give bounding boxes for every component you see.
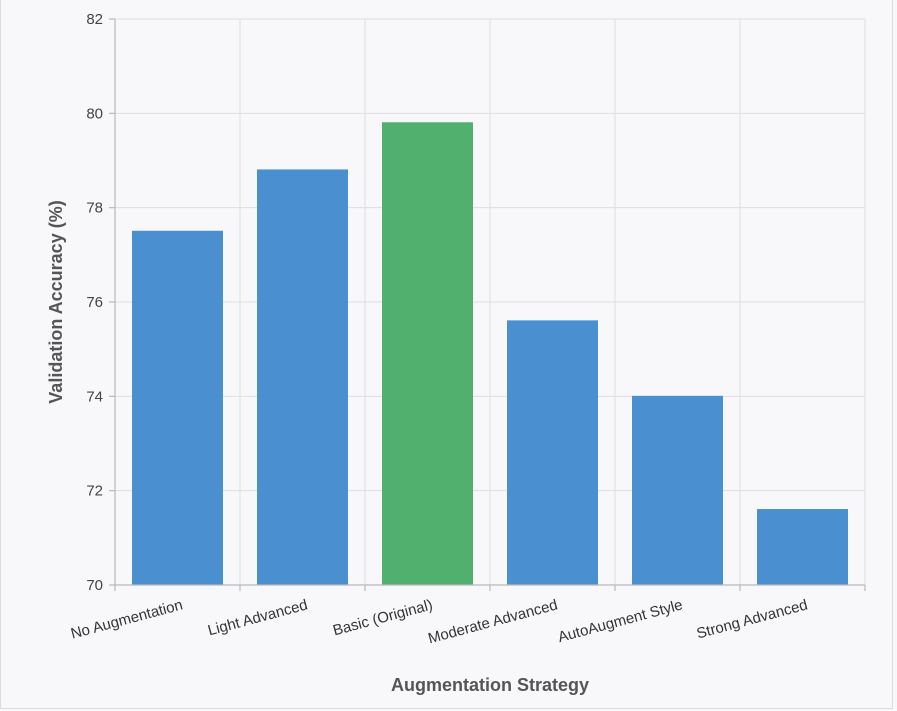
x-tick-label: Light Advanced bbox=[206, 596, 309, 639]
x-tick-label: AutoAugment Style bbox=[556, 596, 684, 646]
bar-moderate-advanced[interactable] bbox=[507, 320, 598, 586]
y-tick-label: 76 bbox=[86, 294, 103, 311]
x-tick-label: No Augmentation bbox=[69, 596, 185, 642]
bar-autoaugment-style[interactable] bbox=[632, 395, 723, 586]
y-tick-label: 70 bbox=[86, 577, 103, 594]
bars bbox=[132, 122, 848, 586]
y-tick-label: 80 bbox=[86, 105, 103, 122]
y-tick-labels: 70 72 74 76 78 80 82 bbox=[86, 11, 103, 594]
y-tick-label: 78 bbox=[86, 200, 103, 217]
bar-basic-original[interactable] bbox=[382, 122, 473, 586]
x-tick-label: Moderate Advanced bbox=[426, 596, 559, 647]
bar-no-augmentation[interactable] bbox=[132, 230, 223, 586]
x-tick-label: Basic (Original) bbox=[331, 596, 434, 639]
axes bbox=[109, 18, 866, 591]
x-tick-label: Strong Advanced bbox=[695, 596, 810, 642]
bar-light-advanced[interactable] bbox=[257, 169, 348, 586]
y-tick-label: 72 bbox=[86, 483, 103, 500]
x-tick-labels: No Augmentation Light Advanced Basic (Orig… bbox=[69, 596, 810, 647]
x-axis-title: Augmentation Strategy bbox=[391, 675, 589, 695]
grid-lines bbox=[114, 18, 866, 586]
y-axis-title: Validation Accuracy (%) bbox=[46, 200, 66, 403]
y-tick-label: 74 bbox=[86, 388, 103, 405]
y-tick-label: 82 bbox=[86, 11, 103, 28]
bar-strong-advanced[interactable] bbox=[757, 509, 848, 586]
